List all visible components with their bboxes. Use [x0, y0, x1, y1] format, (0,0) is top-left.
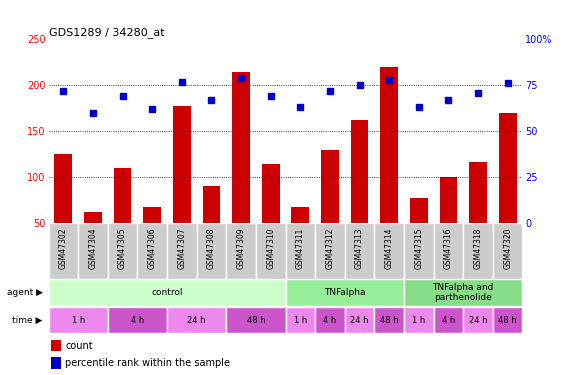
Bar: [315, 223, 345, 279]
Text: GSM47302: GSM47302: [59, 227, 68, 269]
Bar: [345, 223, 375, 279]
Bar: [433, 307, 463, 333]
Bar: [410, 198, 428, 223]
Bar: [433, 223, 463, 279]
Bar: [493, 223, 522, 279]
Text: GSM47306: GSM47306: [148, 227, 156, 269]
Bar: [404, 307, 433, 333]
Bar: [51, 340, 61, 351]
Text: 48 h: 48 h: [247, 316, 265, 325]
Bar: [196, 223, 226, 279]
Bar: [49, 223, 78, 279]
Text: percentile rank within the sample: percentile rank within the sample: [65, 358, 230, 368]
Bar: [499, 113, 517, 223]
Bar: [173, 105, 191, 223]
Bar: [226, 307, 286, 333]
Bar: [256, 223, 286, 279]
Text: GSM47304: GSM47304: [89, 227, 98, 269]
Bar: [232, 72, 250, 223]
Bar: [469, 162, 487, 223]
Text: GSM47316: GSM47316: [444, 227, 453, 269]
Bar: [203, 186, 220, 223]
Bar: [404, 223, 433, 279]
Text: GSM47311: GSM47311: [296, 227, 305, 269]
Text: 24 h: 24 h: [469, 316, 487, 325]
Text: time ▶: time ▶: [13, 316, 43, 325]
Text: 24 h: 24 h: [187, 316, 206, 325]
Bar: [286, 279, 404, 306]
Bar: [380, 67, 398, 223]
Bar: [78, 223, 108, 279]
Text: 4 h: 4 h: [323, 316, 336, 325]
Bar: [321, 150, 339, 223]
Text: 48 h: 48 h: [498, 316, 517, 325]
Bar: [404, 279, 522, 306]
Text: GSM47310: GSM47310: [266, 227, 275, 269]
Bar: [167, 223, 196, 279]
Bar: [351, 120, 368, 223]
Bar: [108, 307, 167, 333]
Bar: [345, 307, 375, 333]
Bar: [286, 307, 315, 333]
Text: control: control: [151, 288, 183, 297]
Text: 4 h: 4 h: [442, 316, 455, 325]
Bar: [138, 223, 167, 279]
Bar: [291, 207, 309, 223]
Text: 48 h: 48 h: [380, 316, 399, 325]
Text: count: count: [65, 340, 93, 351]
Bar: [108, 223, 138, 279]
Text: GSM47308: GSM47308: [207, 227, 216, 269]
Bar: [49, 307, 108, 333]
Text: GSM47309: GSM47309: [236, 227, 246, 269]
Text: GSM47320: GSM47320: [503, 227, 512, 269]
Bar: [49, 279, 286, 306]
Bar: [51, 357, 61, 369]
Text: GSM47305: GSM47305: [118, 227, 127, 269]
Bar: [463, 307, 493, 333]
Bar: [226, 223, 256, 279]
Bar: [375, 223, 404, 279]
Text: GSM47312: GSM47312: [325, 227, 335, 269]
Text: GSM47318: GSM47318: [473, 227, 482, 269]
Text: 24 h: 24 h: [350, 316, 369, 325]
Bar: [167, 307, 226, 333]
Text: agent ▶: agent ▶: [7, 288, 43, 297]
Text: 1 h: 1 h: [293, 316, 307, 325]
Text: GSM47307: GSM47307: [178, 227, 186, 269]
Bar: [114, 168, 131, 223]
Text: GDS1289 / 34280_at: GDS1289 / 34280_at: [49, 27, 164, 38]
Bar: [463, 223, 493, 279]
Bar: [493, 307, 522, 333]
Text: 1 h: 1 h: [71, 316, 85, 325]
Bar: [262, 164, 280, 223]
Text: 1 h: 1 h: [412, 316, 425, 325]
Bar: [143, 207, 161, 223]
Bar: [54, 154, 73, 223]
Bar: [315, 307, 345, 333]
Text: 4 h: 4 h: [131, 316, 144, 325]
Text: TNFalpha: TNFalpha: [324, 288, 365, 297]
Bar: [286, 223, 315, 279]
Bar: [84, 212, 102, 223]
Text: GSM47314: GSM47314: [385, 227, 393, 269]
Text: GSM47315: GSM47315: [415, 227, 423, 269]
Text: TNFalpha and
parthenolide: TNFalpha and parthenolide: [433, 283, 494, 302]
Bar: [440, 177, 457, 223]
Bar: [375, 307, 404, 333]
Text: GSM47313: GSM47313: [355, 227, 364, 269]
